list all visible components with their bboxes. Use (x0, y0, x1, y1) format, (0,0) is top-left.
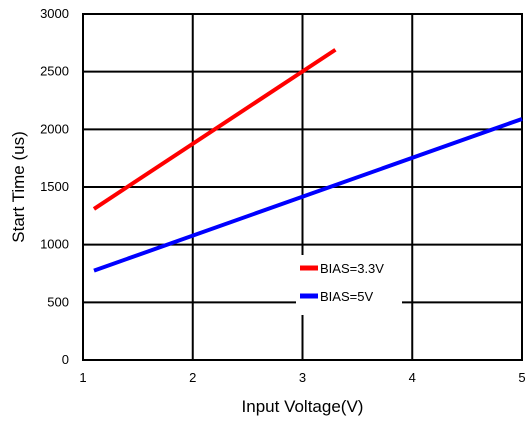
legend: BIAS=3.3V BIAS=5V (296, 255, 402, 315)
y-tick-label: 1000 (40, 237, 69, 252)
y-tick-label: 3000 (40, 6, 69, 21)
x-tick-labels: 1 2 3 4 5 (79, 370, 525, 385)
x-axis-label: Input Voltage(V) (242, 397, 364, 416)
y-tick-label: 0 (62, 352, 69, 367)
x-tick-label: 3 (299, 370, 306, 385)
y-tick-label: 2500 (40, 64, 69, 79)
series-line-1 (92, 48, 337, 211)
y-axis-label: Start Time (us) (9, 131, 28, 242)
legend-label-2: BIAS=5V (320, 289, 373, 304)
series-line-2 (93, 117, 523, 273)
y-tick-labels: 0 500 1000 1500 2000 2500 3000 (40, 6, 69, 367)
y-tick-label: 500 (47, 294, 69, 309)
y-tick-label: 1500 (40, 179, 69, 194)
series-layer (92, 48, 523, 273)
x-tick-label: 2 (189, 370, 196, 385)
legend-label-1: BIAS=3.3V (320, 261, 384, 276)
x-tick-label: 1 (79, 370, 86, 385)
x-tick-label: 4 (409, 370, 416, 385)
legend-box (296, 255, 402, 315)
x-tick-label: 5 (518, 370, 525, 385)
y-tick-label: 2000 (40, 121, 69, 136)
plot-frame (82, 13, 523, 361)
